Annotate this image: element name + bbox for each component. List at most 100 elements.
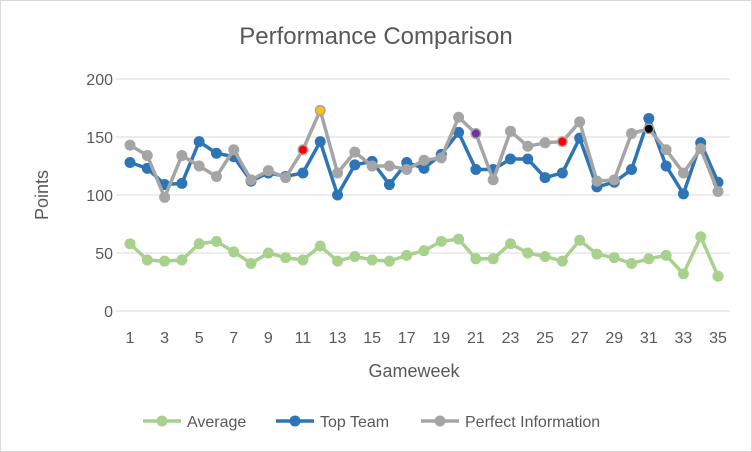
data-point <box>245 174 257 186</box>
data-point <box>626 128 638 140</box>
series-lines <box>124 104 724 282</box>
data-point <box>349 250 361 262</box>
x-tick-label: 31 <box>640 330 658 347</box>
data-point <box>314 136 326 148</box>
x-tick-label: 3 <box>160 330 169 347</box>
data-point <box>297 167 309 179</box>
data-point <box>435 152 447 164</box>
data-point <box>660 160 672 172</box>
data-point <box>487 253 499 265</box>
data-point <box>695 143 707 155</box>
data-point <box>159 191 171 203</box>
x-tick-label: 33 <box>675 330 693 347</box>
data-point <box>141 254 153 266</box>
data-point <box>470 253 482 265</box>
data-point <box>504 238 516 250</box>
data-point <box>712 186 724 198</box>
data-point <box>245 257 257 269</box>
data-point <box>453 111 465 123</box>
highlight-point <box>644 124 653 133</box>
x-tick-label: 25 <box>536 330 554 347</box>
data-point <box>574 116 586 128</box>
data-point <box>176 150 188 162</box>
data-point <box>453 233 465 245</box>
x-tick-label: 27 <box>571 330 589 347</box>
data-point <box>660 249 672 261</box>
x-tick-label: 23 <box>502 330 520 347</box>
data-point <box>677 167 689 179</box>
data-point <box>124 238 136 250</box>
data-point <box>556 255 568 267</box>
data-point <box>383 255 395 267</box>
x-tick-label: 15 <box>363 330 381 347</box>
x-tick-label: 19 <box>432 330 450 347</box>
data-point <box>556 167 568 179</box>
legend-label: Perfect Information <box>465 414 600 431</box>
data-point <box>539 137 551 149</box>
data-point <box>349 146 361 158</box>
data-point <box>314 240 326 252</box>
data-point <box>626 163 638 175</box>
highlight-point <box>558 137 567 146</box>
data-point <box>124 157 136 169</box>
y-axis-label: Points <box>32 170 52 220</box>
data-point <box>504 153 516 165</box>
y-tick-label: 100 <box>86 188 113 205</box>
data-point <box>660 144 672 156</box>
y-tick-label: 0 <box>104 304 113 321</box>
data-point <box>297 254 309 266</box>
data-point <box>677 188 689 200</box>
data-point <box>228 144 240 156</box>
data-point <box>626 257 638 269</box>
highlight-point <box>316 106 325 115</box>
x-tick-label: 29 <box>605 330 623 347</box>
legend-label: Average <box>187 414 246 431</box>
data-point <box>124 139 136 151</box>
data-point <box>574 234 586 246</box>
data-point <box>332 167 344 179</box>
data-point <box>522 140 534 152</box>
data-point <box>608 174 620 186</box>
data-point <box>280 172 292 184</box>
x-tick-label: 11 <box>295 330 312 347</box>
data-point <box>210 170 222 182</box>
data-point <box>435 235 447 247</box>
data-point <box>383 160 395 172</box>
legend-marker <box>156 415 168 427</box>
data-point <box>280 252 292 264</box>
data-point <box>539 172 551 184</box>
data-point <box>228 246 240 258</box>
data-point <box>193 136 205 148</box>
legend-label: Top Team <box>320 414 389 431</box>
data-point <box>401 163 413 175</box>
data-point <box>366 254 378 266</box>
data-point <box>210 235 222 247</box>
y-tick-label: 50 <box>95 246 113 263</box>
data-point <box>453 126 465 138</box>
data-point <box>643 253 655 265</box>
data-point <box>383 179 395 191</box>
gridlines <box>116 78 730 312</box>
data-point <box>418 245 430 257</box>
legend: Average Top Team Perfect Information <box>143 414 600 431</box>
data-point <box>176 254 188 266</box>
highlight-markers <box>298 106 653 154</box>
x-tick-label: 17 <box>398 330 416 347</box>
highlight-point <box>298 145 307 154</box>
data-point <box>349 159 361 171</box>
data-point <box>522 153 534 165</box>
legend-marker <box>289 415 301 427</box>
x-axis-label: Gameweek <box>368 361 460 381</box>
data-point <box>401 249 413 261</box>
data-point <box>262 247 274 259</box>
data-point <box>504 125 516 137</box>
chart-title: Performance Comparison <box>239 23 512 50</box>
data-point <box>159 255 171 267</box>
data-point <box>332 255 344 267</box>
series-group <box>124 231 724 282</box>
x-tick-label: 7 <box>229 330 238 347</box>
data-point <box>591 175 603 187</box>
y-tick-label: 150 <box>86 130 113 147</box>
